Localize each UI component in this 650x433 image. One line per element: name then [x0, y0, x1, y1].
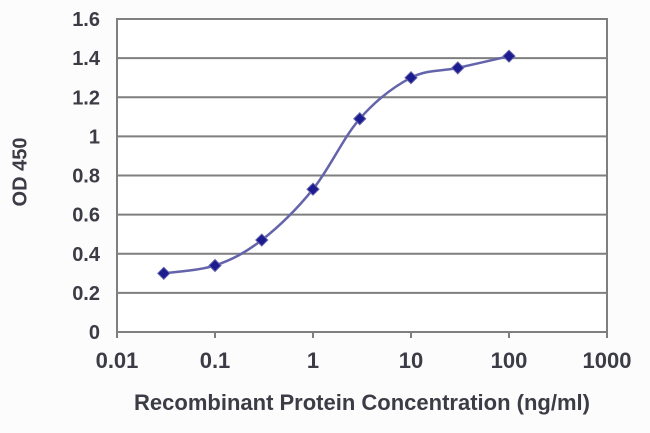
y-tick-label: 1	[89, 126, 100, 148]
y-tick-label: 0.2	[72, 283, 100, 305]
x-tick-label: 10	[399, 348, 423, 373]
y-tick-label: 1.6	[72, 9, 100, 31]
data-point-marker	[157, 266, 171, 281]
y-axis-title: OD 450	[9, 137, 32, 207]
y-tick-label: 0.8	[72, 166, 100, 188]
series-line	[163, 54, 510, 275]
x-axis-title: Recombinant Protein Concentration (ng/ml…	[134, 390, 590, 415]
x-tick-label: 0.1	[200, 348, 231, 373]
x-tick-label: 1	[307, 348, 319, 373]
y-tick-label: 0.4	[72, 244, 101, 266]
data-point-marker	[404, 70, 418, 85]
data-point-marker	[502, 49, 516, 63]
y-tick-label: 0	[89, 322, 100, 344]
x-tick-label: 0.01	[96, 348, 139, 373]
y-tick-label: 1.2	[72, 87, 100, 109]
y-tick-label: 0.6	[72, 205, 100, 227]
plot-border	[116, 18, 608, 333]
data-point-marker	[306, 182, 320, 196]
data-point-marker	[208, 258, 222, 273]
data-point-marker	[451, 61, 465, 75]
data-point-marker	[353, 112, 367, 126]
data-point-marker	[255, 233, 269, 247]
x-tick-label: 1000	[583, 348, 632, 373]
x-tick-label: 100	[491, 348, 528, 373]
y-tick-label: 1.4	[72, 48, 101, 70]
